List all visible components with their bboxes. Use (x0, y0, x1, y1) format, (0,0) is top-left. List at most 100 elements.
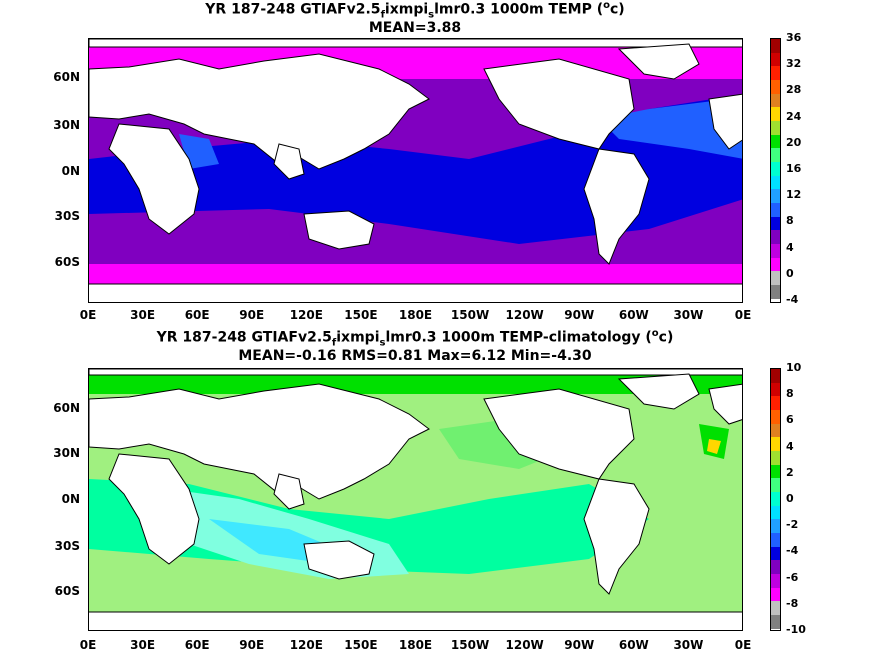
bottom-colorbar-swatch (771, 382, 780, 397)
bottom-colorbar-swatch (771, 546, 780, 561)
bottom-colorbar-swatch (771, 423, 780, 438)
top-stats: MEAN=3.88 (368, 20, 462, 36)
bottom-lon-label: 150E (344, 638, 378, 652)
bottom-colorbar-swatch (771, 492, 780, 506)
top-colorbar (770, 38, 781, 303)
bottom-colorbar-label: -8 (786, 596, 799, 610)
bottom-lon-label: 0E (79, 638, 97, 652)
top-colorbar-swatch (771, 271, 780, 286)
bottom-lat-30n: 30N (53, 446, 80, 460)
top-colorbar-swatch (771, 162, 780, 176)
top-lat-60n: 60N (53, 70, 80, 84)
bottom-colorbar-label: 0 (786, 492, 794, 505)
top-colorbar-label: 12 (786, 188, 802, 202)
top-colorbar-swatch (771, 285, 780, 299)
top-colorbar-label: 8 (786, 214, 794, 228)
bottom-title: YR 187-248 GTIAFv2.5fixmpislmr0.3 1000m … (156, 328, 674, 349)
top-lat-30n: 30N (53, 118, 80, 132)
bottom-lon-label: 90E (239, 638, 265, 652)
bottom-lat-30s: 30S (54, 539, 80, 553)
bottom-lat-60n: 60N (53, 401, 80, 415)
top-lon-label: 120W (505, 308, 544, 322)
top-lon-label: 90W (564, 308, 595, 322)
bottom-lon-label: 180E (398, 638, 433, 652)
bottom-colorbar (770, 368, 781, 631)
bottom-lon-label: 150W (450, 638, 490, 652)
top-colorbar-label: -4 (786, 293, 799, 306)
bottom-lat-60s: 60S (54, 584, 80, 598)
top-colorbar-swatch (771, 216, 780, 231)
bottom-colorbar-swatch (771, 410, 780, 424)
top-colorbar-label: 16 (786, 162, 802, 175)
top-colorbar-label: 36 (786, 31, 802, 44)
bottom-colorbar-swatch (771, 464, 780, 479)
bottom-colorbar-swatch (771, 533, 780, 547)
bottom-lon-label: 120E (289, 638, 323, 652)
bottom-lat-0n: 0N (61, 492, 80, 506)
bottom-colorbar-swatch (771, 519, 780, 534)
bottom-colorbar-label: -6 (786, 570, 799, 584)
top-colorbar-swatch (771, 203, 780, 217)
top-lon-label: 0E (734, 308, 752, 322)
top-map (88, 38, 743, 303)
top-colorbar-label: 0 (786, 266, 794, 280)
top-colorbar-swatch (771, 80, 780, 94)
top-colorbar-swatch (771, 257, 780, 272)
top-lon-label: 60W (618, 308, 649, 322)
top-lon-label: 0E (79, 308, 97, 322)
bottom-colorbar-swatch (771, 478, 780, 493)
top-colorbar-label: 32 (786, 57, 802, 71)
top-lon-label: 150E (344, 308, 378, 322)
top-colorbar-label: 28 (786, 83, 802, 97)
bottom-colorbar-swatch (771, 396, 780, 411)
bottom-colorbar-label: -2 (786, 518, 799, 532)
bottom-colorbar-swatch (771, 601, 780, 616)
top-colorbar-swatch (771, 107, 780, 122)
bottom-colorbar-swatch (771, 587, 780, 602)
top-lat-0n: 0N (61, 164, 80, 178)
bottom-colorbar-swatch (771, 574, 780, 588)
top-colorbar-swatch (771, 93, 780, 108)
top-colorbar-swatch (771, 66, 780, 81)
top-lon-label: 30E (130, 308, 156, 322)
bottom-colorbar-label: 2 (786, 465, 794, 479)
top-colorbar-swatch (771, 175, 780, 190)
top-lon-label: 60E (184, 308, 210, 322)
top-colorbar-label: 24 (786, 109, 802, 123)
bottom-lon-label: 30E (130, 638, 156, 652)
top-colorbar-swatch (771, 39, 780, 53)
bottom-colorbar-swatch (771, 369, 780, 383)
top-colorbar-swatch (771, 230, 780, 245)
top-colorbar-swatch (771, 121, 780, 135)
bottom-map (88, 368, 743, 631)
top-lon-label: 30W (673, 308, 704, 322)
top-title: YR 187-248 GTIAFv2.5fixmpislmr0.3 1000m … (205, 0, 625, 21)
top-lat-60s: 60S (54, 255, 80, 269)
top-colorbar-swatch (771, 148, 780, 163)
top-lat-30s: 30S (54, 209, 80, 223)
top-lon-label: 150W (450, 308, 490, 322)
top-colorbar-swatch (771, 189, 780, 204)
bottom-colorbar-label: 8 (786, 387, 794, 401)
bottom-colorbar-label: 10 (786, 361, 802, 374)
bottom-colorbar-label: -4 (786, 544, 799, 558)
bottom-lon-label: 120W (505, 638, 544, 652)
bottom-colorbar-swatch (771, 437, 780, 452)
top-colorbar-swatch (771, 244, 780, 258)
top-colorbar-swatch (771, 52, 780, 67)
bottom-colorbar-swatch (771, 615, 780, 629)
bottom-stats: MEAN=-0.16 RMS=0.81 Max=6.12 Min=-4.30 (238, 348, 592, 364)
bottom-lon-label: 30W (673, 638, 704, 652)
bottom-colorbar-label: -10 (786, 623, 806, 636)
top-colorbar-label: 20 (786, 135, 802, 149)
top-colorbar-label: 4 (786, 240, 794, 254)
top-lon-label: 180E (398, 308, 433, 322)
bottom-colorbar-swatch (771, 505, 780, 520)
bottom-lon-label: 60E (184, 638, 210, 652)
bottom-colorbar-label: 6 (786, 413, 794, 427)
bottom-lon-label: 60W (618, 638, 649, 652)
bottom-lon-label: 90W (564, 638, 595, 652)
bottom-colorbar-swatch (771, 451, 780, 465)
top-lon-label: 90E (239, 308, 265, 322)
top-colorbar-swatch (771, 134, 780, 149)
